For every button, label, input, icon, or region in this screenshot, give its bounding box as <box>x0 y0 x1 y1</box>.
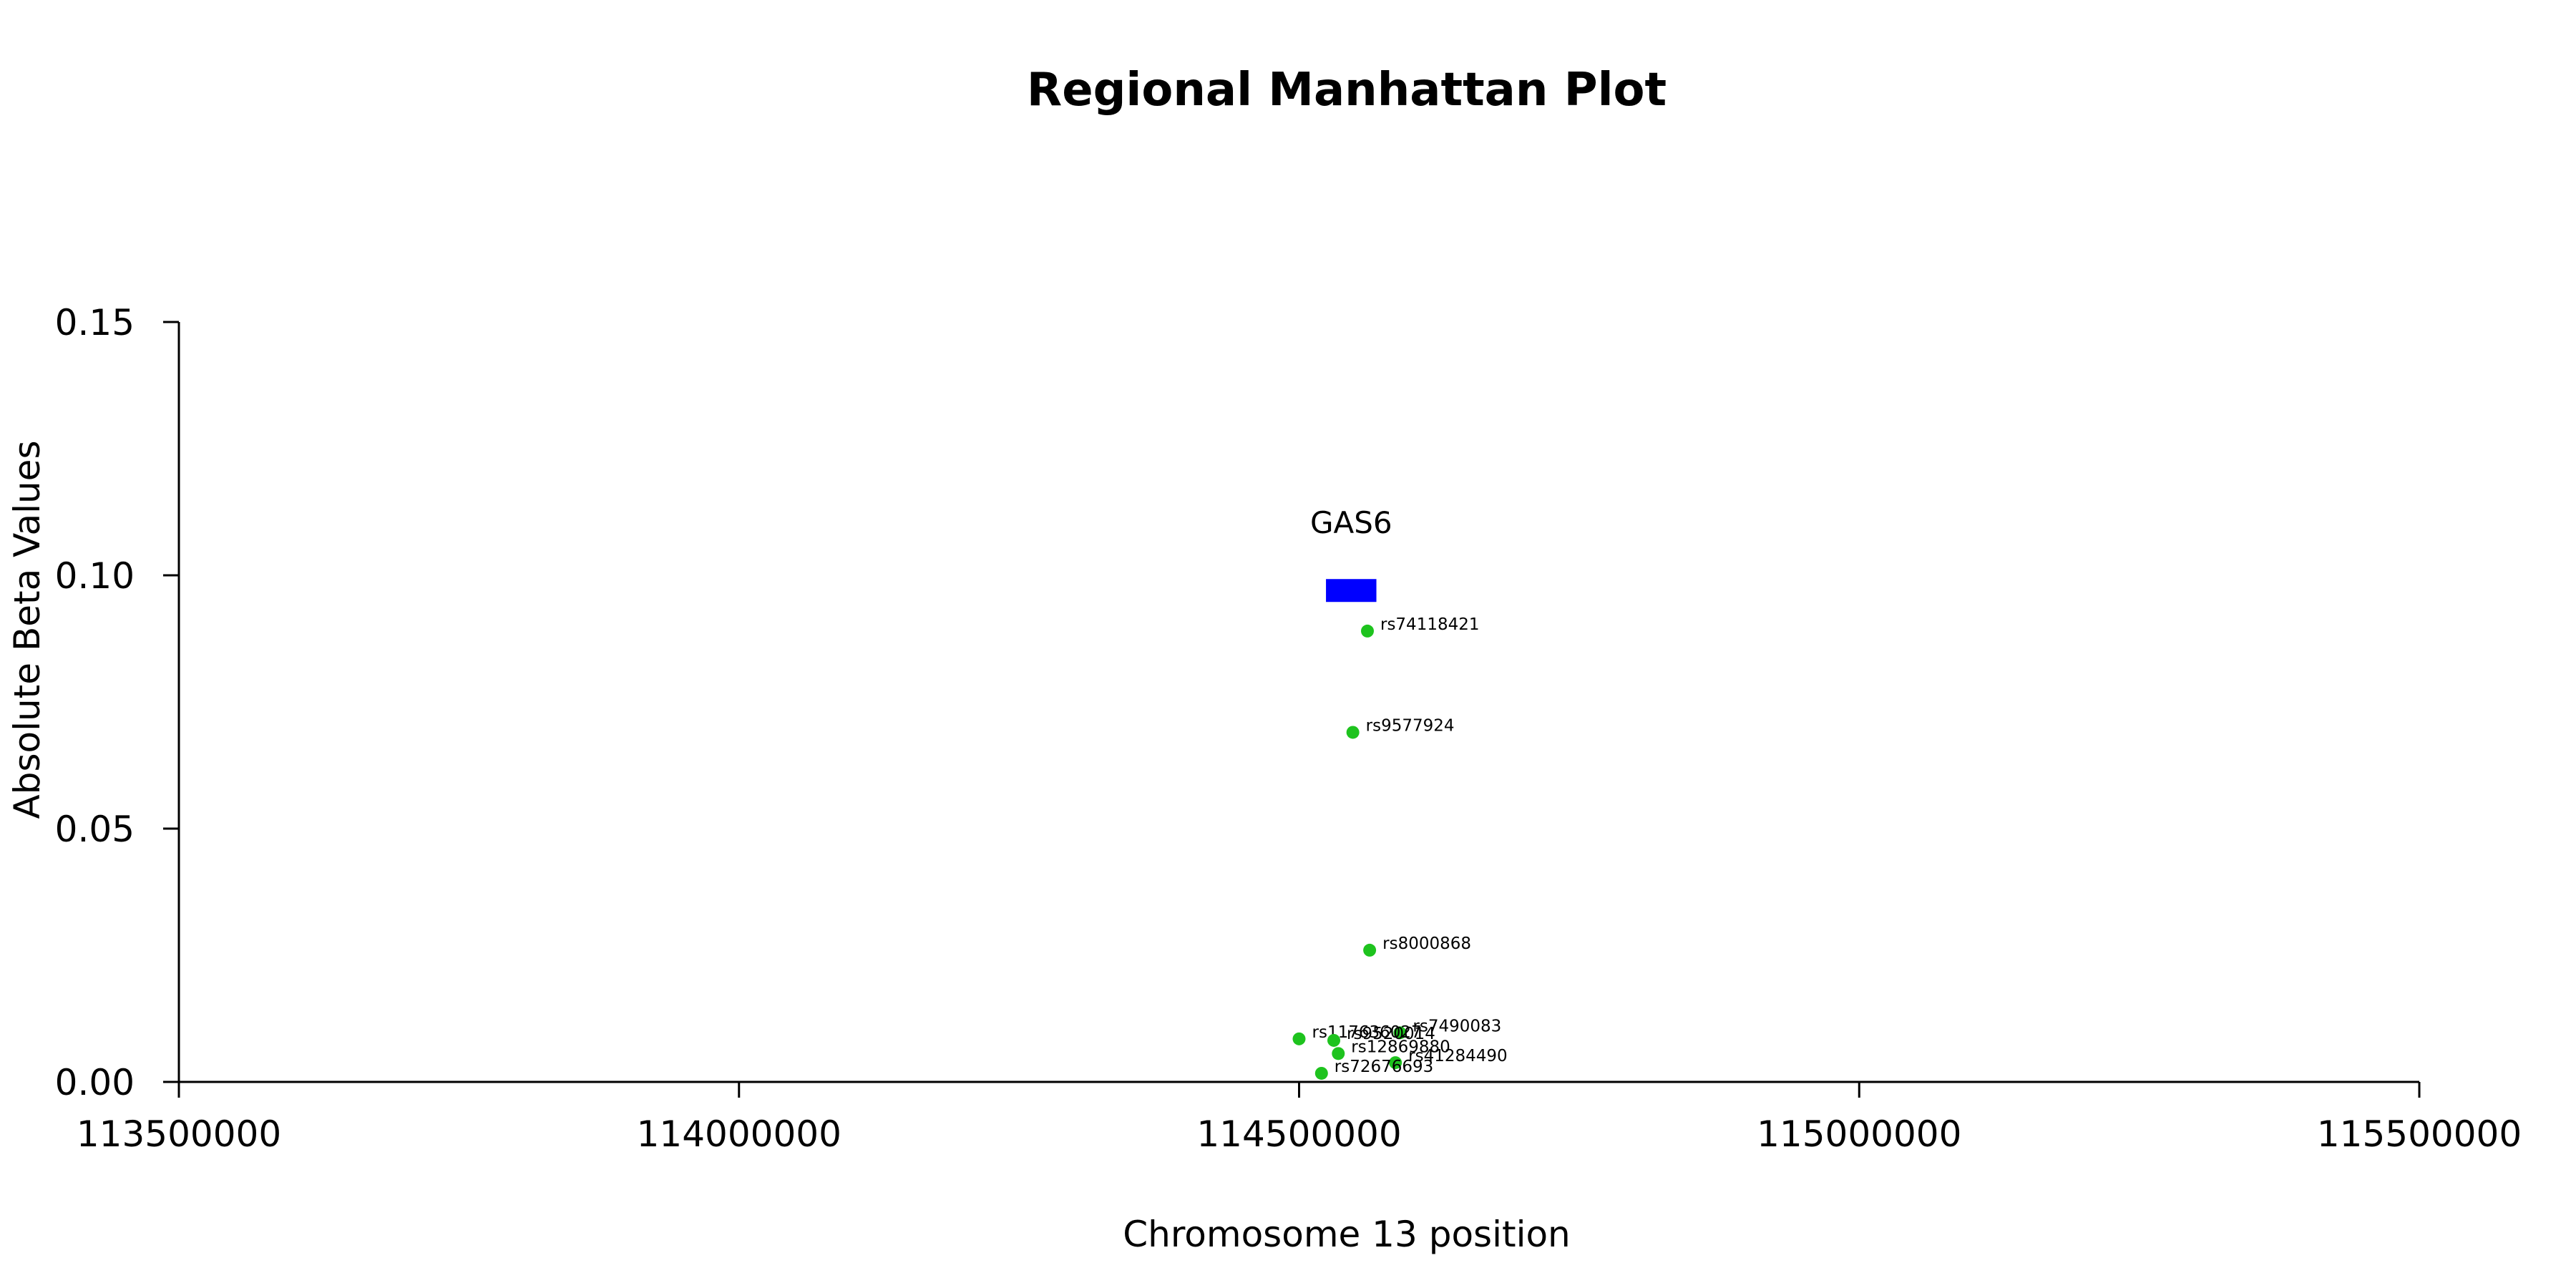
x-ticks: 113500000 114000000 114500000 115000000 1155… <box>77 1082 2522 1155</box>
snp-point <box>1292 1032 1306 1045</box>
snp-label: rs12869880 <box>1351 1038 1450 1056</box>
snp-label: rs41284490 <box>1408 1047 1508 1065</box>
snp-point <box>1363 943 1377 957</box>
snp-point <box>1360 624 1374 638</box>
gene-gas6-bar <box>1326 579 1377 602</box>
snp-point <box>1346 726 1360 739</box>
y-ticks: 0.00 0.05 0.10 0.15 <box>55 302 179 1103</box>
snp-point <box>1332 1047 1345 1060</box>
snp-label: rs9577924 <box>1366 716 1455 735</box>
y-tick-label: 0.05 <box>55 809 135 850</box>
x-tick-label: 115500000 <box>2317 1113 2522 1155</box>
x-axis-label: Chromosome 13 position <box>1123 1214 1571 1255</box>
gene-label: GAS6 <box>1310 505 1392 540</box>
y-axis-label: Absolute Beta Values <box>6 441 48 819</box>
x-tick-label: 114500000 <box>1196 1113 1401 1155</box>
x-tick-label: 114000000 <box>637 1113 841 1155</box>
gene-annotations: GAS6 <box>1310 505 1392 602</box>
snp-label: rs8000868 <box>1382 935 1471 953</box>
snp-label: rs7490083 <box>1413 1017 1501 1035</box>
x-tick-label: 113500000 <box>77 1113 281 1155</box>
snp-point <box>1327 1033 1341 1047</box>
snp-point <box>1389 1056 1402 1070</box>
snp-point <box>1393 1026 1407 1040</box>
snp-label: rs74118421 <box>1380 615 1480 634</box>
snp-point <box>1314 1066 1328 1080</box>
y-tick-label: 0.10 <box>55 555 135 597</box>
snp-label: rs9520014 <box>1347 1025 1435 1043</box>
y-tick-label: 0.00 <box>55 1062 135 1103</box>
snp-points: rs74118421 rs9577924 rs8000868 rs7490083 rs1… <box>1292 615 1508 1080</box>
x-tick-label: 115000000 <box>1757 1113 1961 1155</box>
chart-title: Regional Manhattan Plot <box>1027 64 1667 117</box>
y-tick-label: 0.15 <box>55 302 135 343</box>
snp-label: rs72676693 <box>1335 1058 1434 1076</box>
